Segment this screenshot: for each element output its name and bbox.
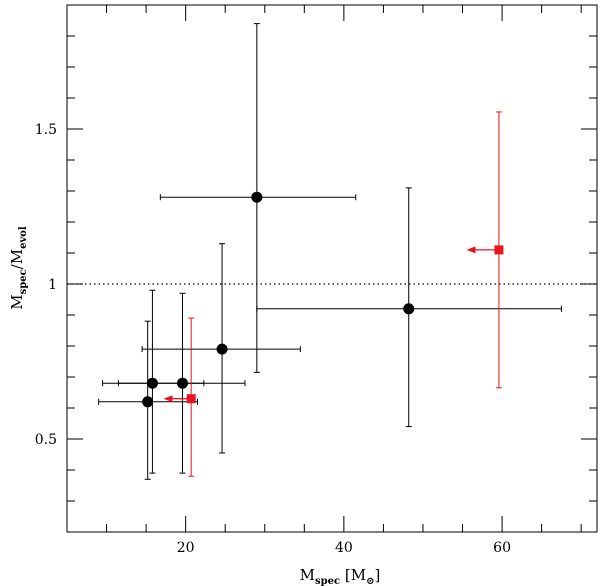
- upper-limit-arrow-head: [163, 395, 173, 403]
- x-tick-label: 40: [335, 540, 353, 556]
- upper-limit-arrow-head: [466, 246, 476, 254]
- y-tick-label: 1: [48, 277, 57, 293]
- axis-ticks: [66, 4, 597, 533]
- x-axis-title: Mspec [M⊙]: [300, 566, 381, 586]
- y-tick-label: 1.5: [35, 122, 57, 138]
- data-point-circle: [251, 191, 263, 203]
- data-point-circle: [403, 303, 415, 315]
- tick-labels: 20 40 60 0.5 1 1.5: [35, 122, 511, 556]
- data-point-square: [494, 245, 504, 255]
- data-point-square: [186, 394, 196, 404]
- data-point-circle: [216, 343, 228, 355]
- plot-frame: [66, 4, 598, 533]
- y-axis-title: Mspec/Mevol: [8, 226, 29, 310]
- data-point-circle: [142, 396, 154, 408]
- y-tick-label: 0.5: [35, 432, 57, 448]
- data-point-circle: [176, 377, 188, 389]
- x-tick-label: 20: [177, 540, 195, 556]
- x-tick-label: 60: [493, 540, 511, 556]
- data-marks: [98, 23, 562, 480]
